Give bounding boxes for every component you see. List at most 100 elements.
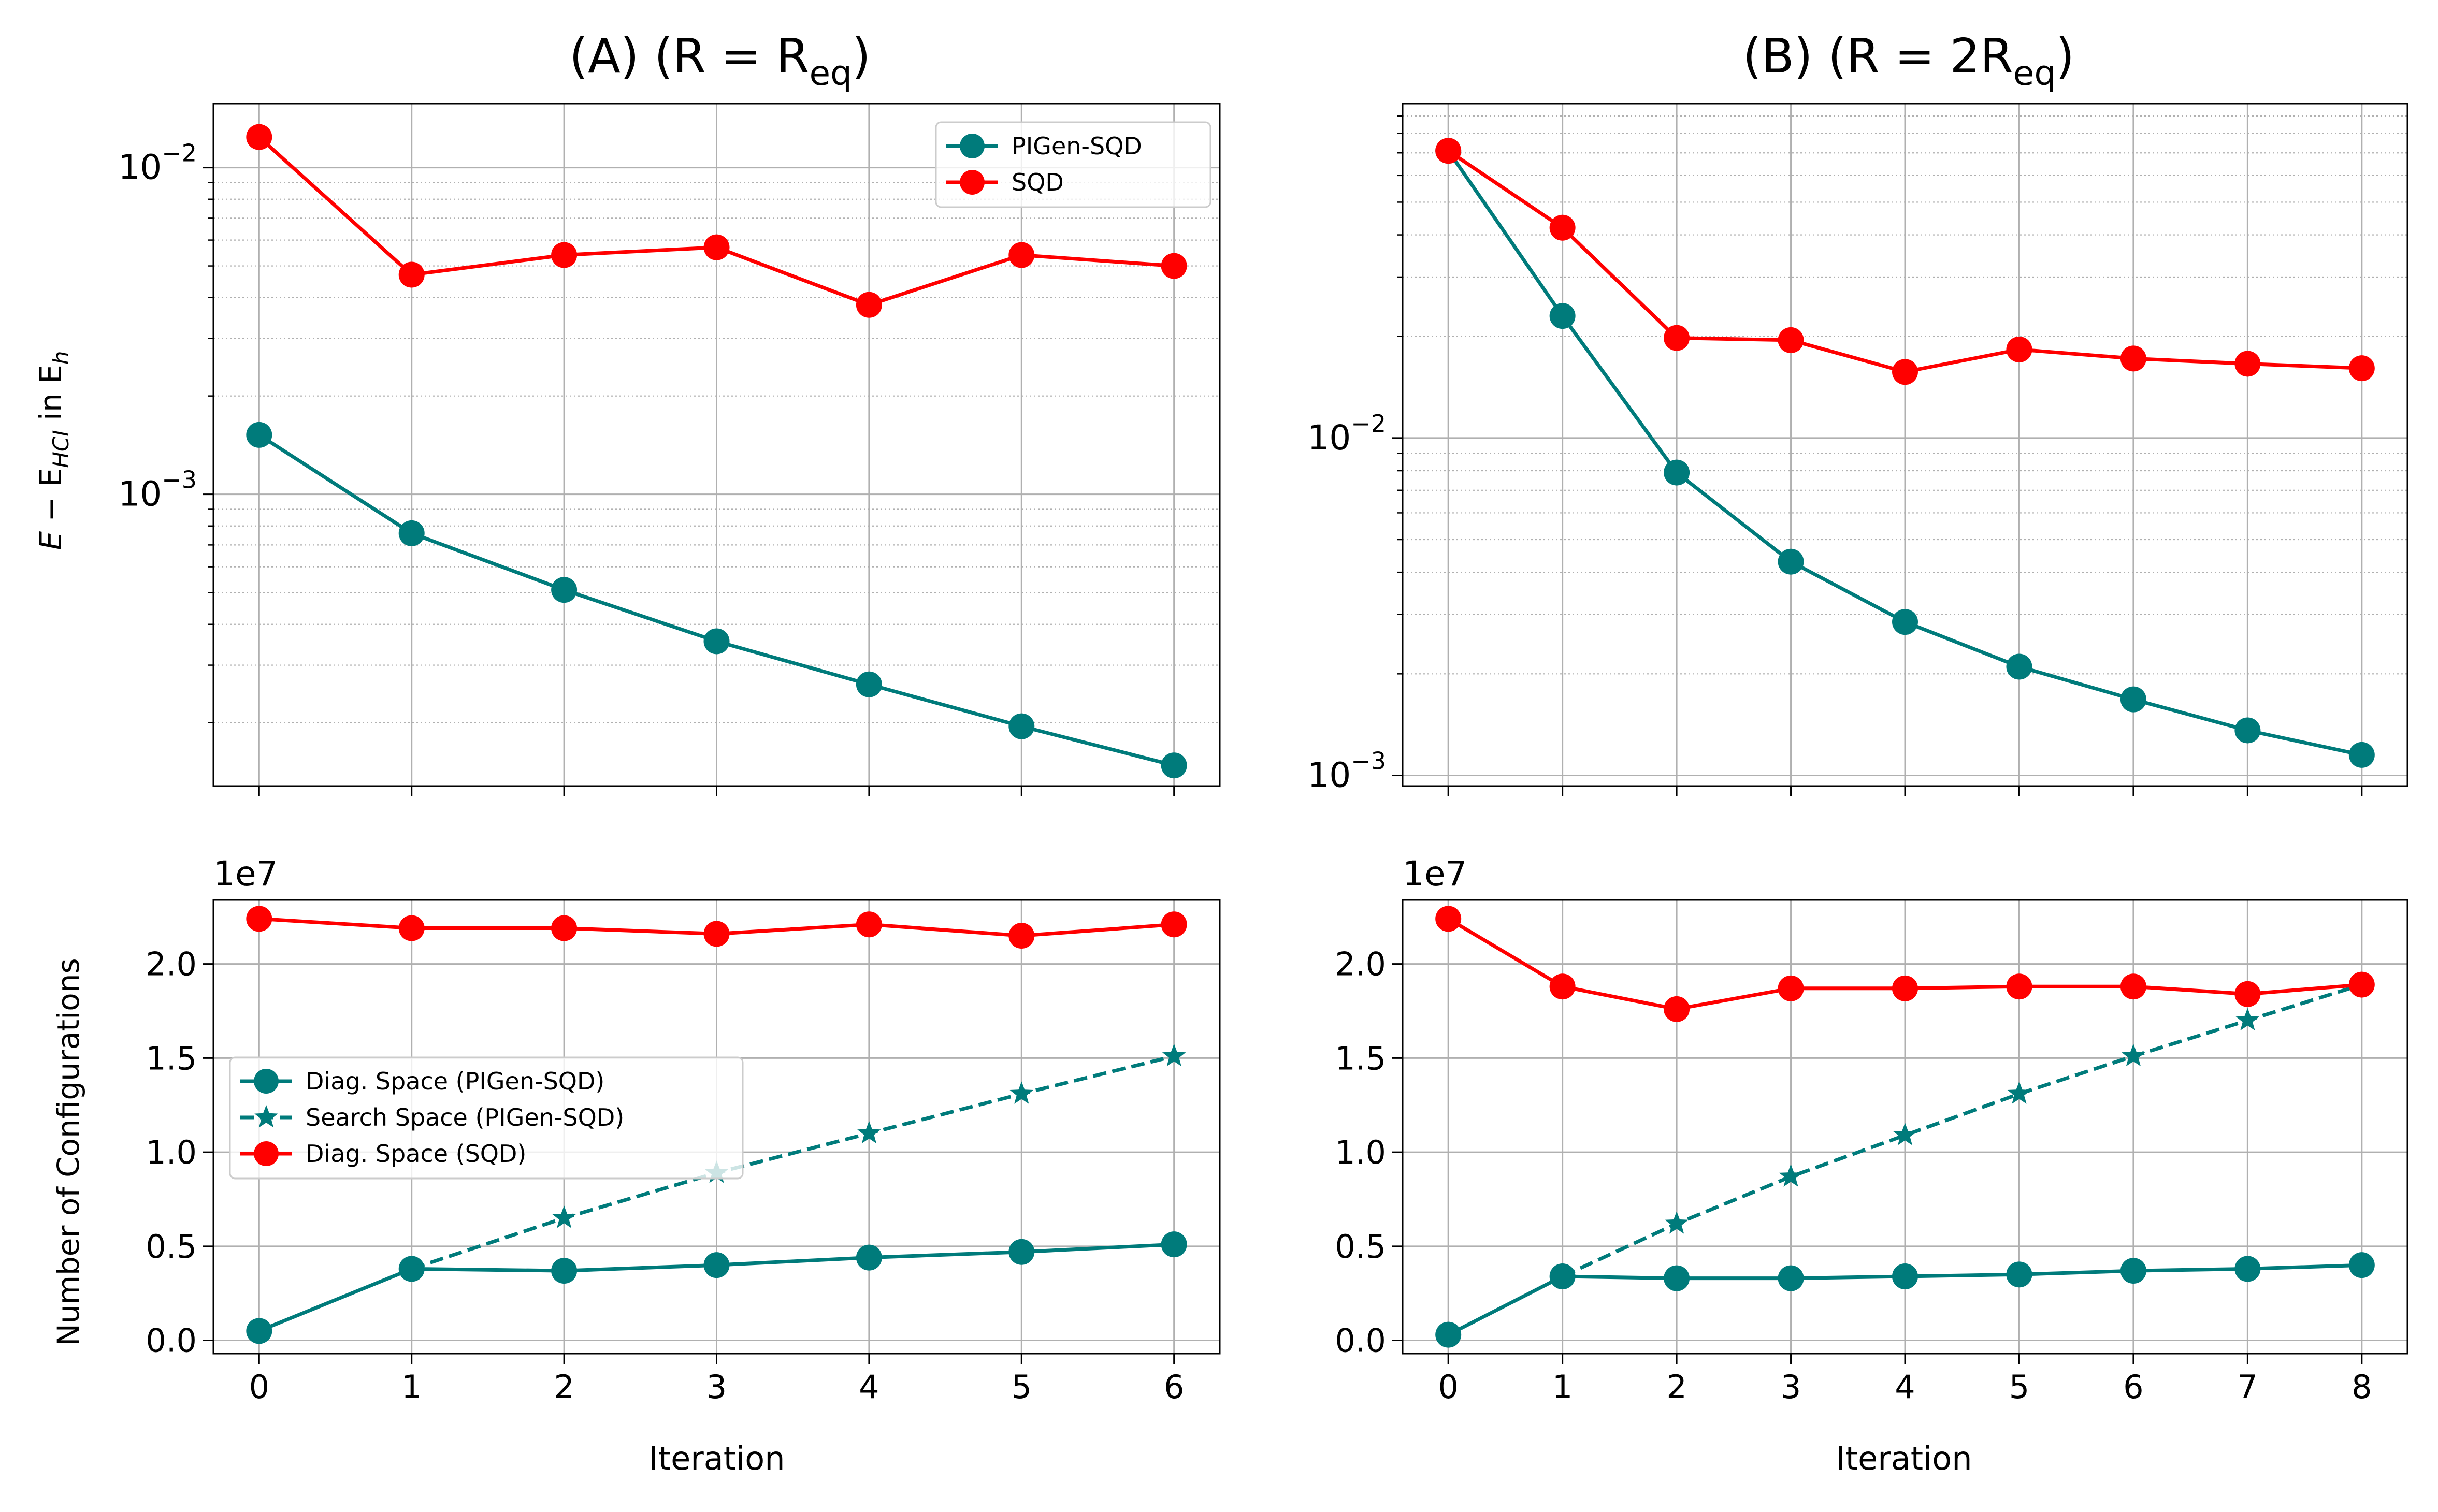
circle-marker — [398, 915, 425, 941]
y-tick-label: 0.0 — [146, 1322, 197, 1360]
circle-marker — [703, 234, 730, 260]
circle-marker — [1161, 911, 1187, 938]
x-tick-label: 4 — [859, 1368, 879, 1406]
circle-marker — [2006, 1261, 2032, 1288]
panel-b-title: (B) (R = 2Req) — [1743, 28, 2074, 93]
circle-marker — [1549, 303, 1576, 329]
circle-marker — [2006, 973, 2032, 1000]
legend-circle-marker — [254, 1141, 279, 1166]
circle-marker — [246, 124, 272, 150]
circle-marker — [2006, 336, 2032, 362]
legend-box — [229, 1056, 744, 1180]
circle-marker — [2006, 653, 2032, 680]
circle-marker — [551, 242, 578, 268]
circle-marker — [1161, 253, 1187, 279]
legend-label: Search Space (PIGen-SQD) — [306, 1103, 624, 1131]
circle-marker — [1664, 459, 1690, 486]
circle-marker — [703, 1252, 730, 1278]
star-marker — [1550, 1264, 1575, 1287]
x-axis-label-a: Iteration — [649, 1440, 785, 1477]
x-tick-label: 5 — [2009, 1368, 2029, 1406]
x-tick-label: 6 — [1164, 1368, 1184, 1406]
circle-marker — [246, 1318, 272, 1344]
circle-marker — [1664, 1265, 1690, 1291]
chart-b-top: 10−310−2 — [1307, 103, 2408, 796]
offset-text-b: 1e7 — [1403, 854, 1467, 894]
star-marker — [1665, 1211, 1689, 1234]
y-tick-label: 1.0 — [146, 1133, 197, 1171]
circle-marker — [1892, 609, 1918, 635]
circle-marker — [246, 421, 272, 448]
x-tick-label: 1 — [401, 1368, 422, 1406]
star-marker — [1162, 1043, 1186, 1067]
series-line — [1562, 983, 2362, 1278]
star-marker — [399, 1256, 424, 1279]
circle-marker — [551, 577, 578, 603]
circle-marker — [398, 261, 425, 288]
legend-star-marker — [254, 1105, 278, 1128]
star-marker — [857, 1121, 881, 1144]
star-marker — [1009, 1081, 1034, 1104]
circle-marker — [1008, 923, 1035, 949]
star-marker — [2235, 1008, 2260, 1030]
x-tick-label: 0 — [249, 1368, 269, 1406]
circle-marker — [2234, 717, 2261, 744]
circle-marker — [1549, 973, 1576, 1000]
circle-marker — [703, 921, 730, 947]
star-marker — [2007, 1081, 2031, 1104]
axes-frame — [212, 899, 1221, 1355]
y-tick-label-exponent: −2 — [162, 139, 197, 167]
y-tick-label: 10−2 — [118, 139, 197, 187]
circle-marker — [2348, 1252, 2375, 1278]
legend-label: Diag. Space (PIGen-SQD) — [306, 1067, 604, 1095]
circle-marker — [856, 1244, 882, 1271]
x-tick-label: 6 — [2123, 1368, 2143, 1406]
circle-marker — [2234, 351, 2261, 377]
circle-marker — [1778, 1265, 1804, 1291]
offset-text-a: 1e7 — [213, 854, 278, 894]
y-tick-label: 0.5 — [1335, 1228, 1386, 1266]
x-tick-label: 3 — [1781, 1368, 1801, 1406]
y-tick-label: 0.0 — [1335, 1322, 1386, 1360]
legend-box — [935, 121, 1211, 208]
circle-marker — [2120, 973, 2146, 1000]
y-tick-label: 10−2 — [1307, 410, 1386, 458]
legend-circle-marker — [960, 134, 985, 158]
legend-circle-marker — [960, 170, 985, 195]
circle-marker — [2120, 686, 2146, 713]
star-marker — [1893, 1123, 1917, 1145]
x-tick-label: 3 — [706, 1368, 727, 1406]
legend-label: PIGen-SQD — [1012, 132, 1142, 160]
y-tick-label: 10−3 — [118, 466, 197, 514]
panel-a-title: (A) (R = Req) — [569, 28, 871, 93]
x-tick-label: 4 — [1895, 1368, 1915, 1406]
circle-marker — [551, 1258, 578, 1284]
series-line — [411, 1054, 1175, 1271]
circle-marker — [398, 520, 425, 546]
legend-label: SQD — [1012, 168, 1064, 196]
circle-marker — [1778, 327, 1804, 353]
x-tick-label: 0 — [1438, 1368, 1458, 1406]
y-tick-label: 1.5 — [146, 1039, 197, 1077]
circle-marker — [1435, 906, 1462, 932]
x-axis-label-b: Iteration — [1836, 1440, 1972, 1477]
x-tick-label: 1 — [1552, 1368, 1573, 1406]
circle-marker — [2348, 971, 2375, 998]
legend-circle-marker — [254, 1069, 279, 1094]
circle-marker — [856, 671, 882, 697]
circle-marker — [2348, 355, 2375, 382]
circle-marker — [703, 628, 730, 655]
y-tick-label-base: 10 — [118, 474, 162, 514]
circle-marker — [1008, 242, 1035, 268]
top-y-axis-label: E − EHCI in Eh — [33, 351, 74, 550]
bottom-y-axis-label: Number of Configurations — [51, 958, 86, 1346]
chart-b-bottom: 0.0 0.5 1.0 1.5 2.0 0 1 2 3 4 5 6 7 8 — [1335, 899, 2408, 1406]
star-marker — [552, 1205, 576, 1228]
y-tick-label-exponent: −3 — [1351, 747, 1386, 775]
y-tick-label: 2.0 — [146, 946, 197, 983]
circle-marker — [856, 292, 882, 318]
y-tick-label: 2.0 — [1335, 946, 1386, 983]
circle-marker — [551, 915, 578, 941]
x-tick-label: 5 — [1012, 1368, 1032, 1406]
